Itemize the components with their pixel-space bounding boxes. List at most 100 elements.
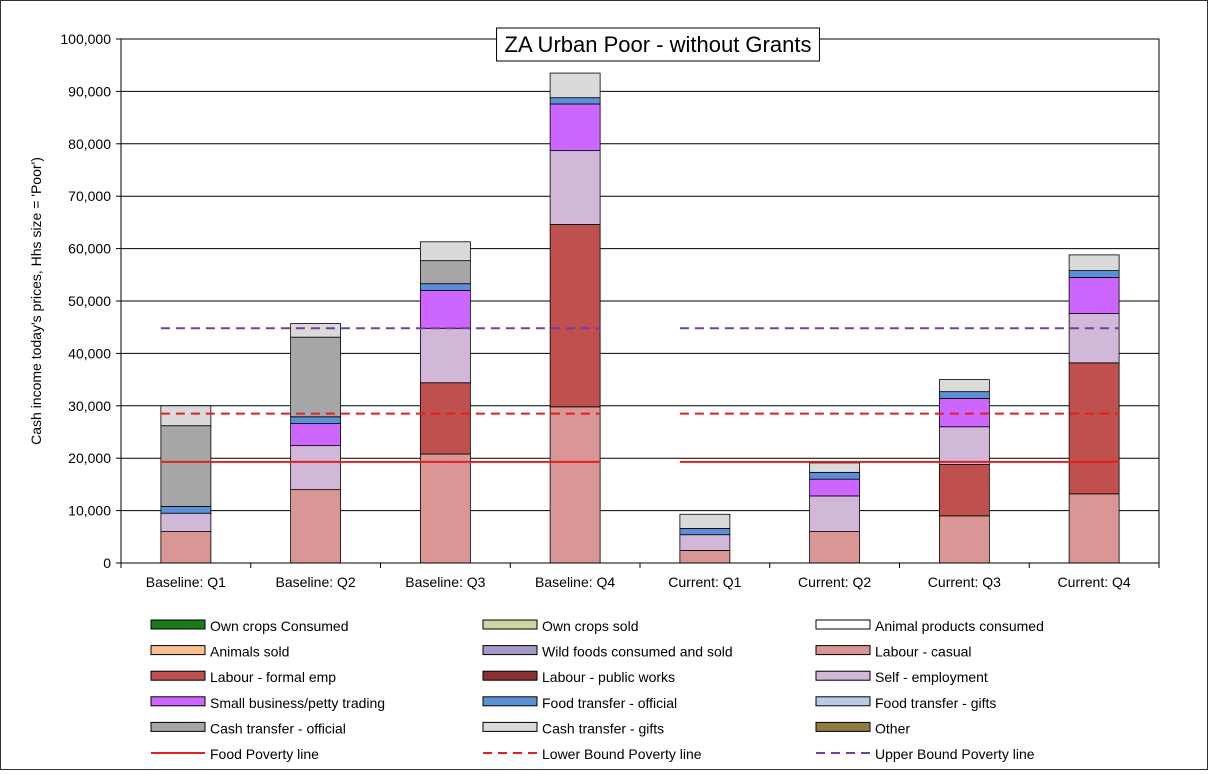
bar-segment	[419, 290, 471, 329]
legend-swatch	[815, 670, 871, 681]
bar-segment	[938, 515, 990, 564]
y-tick-label: 0	[103, 555, 111, 571]
bar-segment	[419, 241, 471, 262]
legend: Own crops Consumed Own crops sold Animal p…	[150, 618, 1044, 762]
x-tick-label: Current: Q4	[1058, 574, 1131, 590]
legend-label: Wild foods consumed and sold	[542, 644, 733, 660]
bar-segment	[290, 336, 342, 418]
y-tick-label: 80,000	[68, 136, 111, 152]
legend-label: Animals sold	[210, 644, 289, 660]
bar-segment	[290, 445, 342, 491]
legend-label: Cash transfer - official	[210, 720, 346, 736]
bar-segment	[809, 471, 861, 480]
bar-segment	[160, 506, 212, 514]
bar-segment	[549, 97, 601, 105]
bar-segment	[1068, 313, 1120, 364]
bar-segment	[549, 150, 601, 225]
bar-segment	[290, 323, 342, 338]
x-tick-label: Baseline: Q2	[276, 574, 356, 590]
bar-segment	[809, 478, 861, 497]
y-tick-label: 60,000	[68, 241, 111, 257]
y-tick-label: 20,000	[68, 450, 111, 466]
x-tick-label: Current: Q1	[668, 574, 741, 590]
bar-segment	[549, 72, 601, 99]
legend-swatch	[482, 721, 538, 732]
legend-swatch	[150, 670, 206, 681]
legend-label: Labour - casual	[875, 644, 972, 660]
legend-label: Upper Bound Poverty line	[875, 746, 1035, 762]
bars	[160, 72, 1120, 564]
y-axis-label: Cash income today's prices, Hhs size = '…	[28, 157, 44, 445]
legend-label: Lower Bound Poverty line	[542, 746, 702, 762]
gridlines	[121, 38, 1159, 564]
bar-segment	[419, 283, 471, 291]
bar-segment	[549, 103, 601, 152]
legend-label: Other	[875, 720, 910, 736]
bar-segment	[938, 426, 990, 465]
y-tick-label: 50,000	[68, 293, 111, 309]
legend-label: Food transfer - gifts	[875, 695, 996, 711]
y-tick-label: 10,000	[68, 503, 111, 519]
x-tick-label: Baseline: Q3	[405, 574, 485, 590]
bar-segment	[290, 489, 342, 564]
x-tick-label: Baseline: Q1	[146, 574, 226, 590]
legend-label: Food Poverty line	[210, 746, 319, 762]
bar-segment	[1068, 270, 1120, 278]
bar-segment	[679, 534, 731, 551]
bar-segment	[419, 382, 471, 455]
bar-segment	[679, 528, 731, 536]
bar-segment	[809, 531, 861, 564]
bar-segment	[1068, 362, 1120, 495]
chart-title: ZA Urban Poor - without Grants	[505, 32, 812, 57]
y-tick-label: 30,000	[68, 398, 111, 414]
legend-label: Self - employment	[875, 669, 988, 685]
legend-label: Labour - formal emp	[210, 669, 336, 685]
legend-swatch	[815, 645, 871, 656]
legend-label: Small business/petty trading	[210, 695, 385, 711]
bar-segment	[809, 462, 861, 473]
legend-swatch	[815, 696, 871, 707]
bar-segment	[679, 513, 731, 529]
bar-segment	[160, 531, 212, 564]
chart-title-box: ZA Urban Poor - without Grants	[496, 27, 820, 62]
legend-swatch	[482, 696, 538, 707]
bar-segment	[549, 224, 601, 408]
bar-segment	[1068, 277, 1120, 314]
bar-segment	[679, 550, 731, 564]
bar-segment	[549, 406, 601, 564]
legend-label: Food transfer - official	[542, 695, 677, 711]
bar-segment	[938, 379, 990, 393]
y-tick-label: 70,000	[68, 188, 111, 204]
bar-segment	[419, 453, 471, 564]
x-tick-label: Current: Q2	[798, 574, 871, 590]
y-tick-label: 100,000	[60, 31, 111, 47]
legend-swatch	[482, 645, 538, 656]
x-tick-label: Current: Q3	[928, 574, 1001, 590]
legend-swatch	[150, 696, 206, 707]
legend-swatch	[815, 721, 871, 732]
legend-label: Cash transfer - gifts	[542, 720, 664, 736]
bar-segment	[160, 425, 212, 507]
y-tick-label: 40,000	[68, 345, 111, 361]
axes: 0 10,000 20,000 30,000 40,000 50,000 60,000 70,…	[60, 31, 1160, 590]
y-tick-label: 90,000	[68, 83, 111, 99]
legend-label: Own crops Consumed	[210, 618, 349, 634]
legend-label: Animal products consumed	[875, 618, 1044, 634]
bar-segment	[809, 495, 861, 532]
bar-segment	[938, 398, 990, 428]
bar-segment	[419, 327, 471, 384]
legend-swatch	[150, 619, 206, 630]
legend-swatch	[150, 721, 206, 732]
bar-segment	[419, 260, 471, 285]
bar-segment	[160, 512, 212, 532]
bar-segment	[938, 464, 990, 517]
bar-segment	[1068, 493, 1120, 564]
legend-swatch	[815, 619, 871, 630]
bar-segment	[160, 405, 212, 427]
legend-swatch	[150, 645, 206, 656]
bar-segment	[1068, 254, 1120, 272]
x-tick-label: Baseline: Q4	[535, 574, 615, 590]
poverty-lines	[160, 327, 1120, 463]
